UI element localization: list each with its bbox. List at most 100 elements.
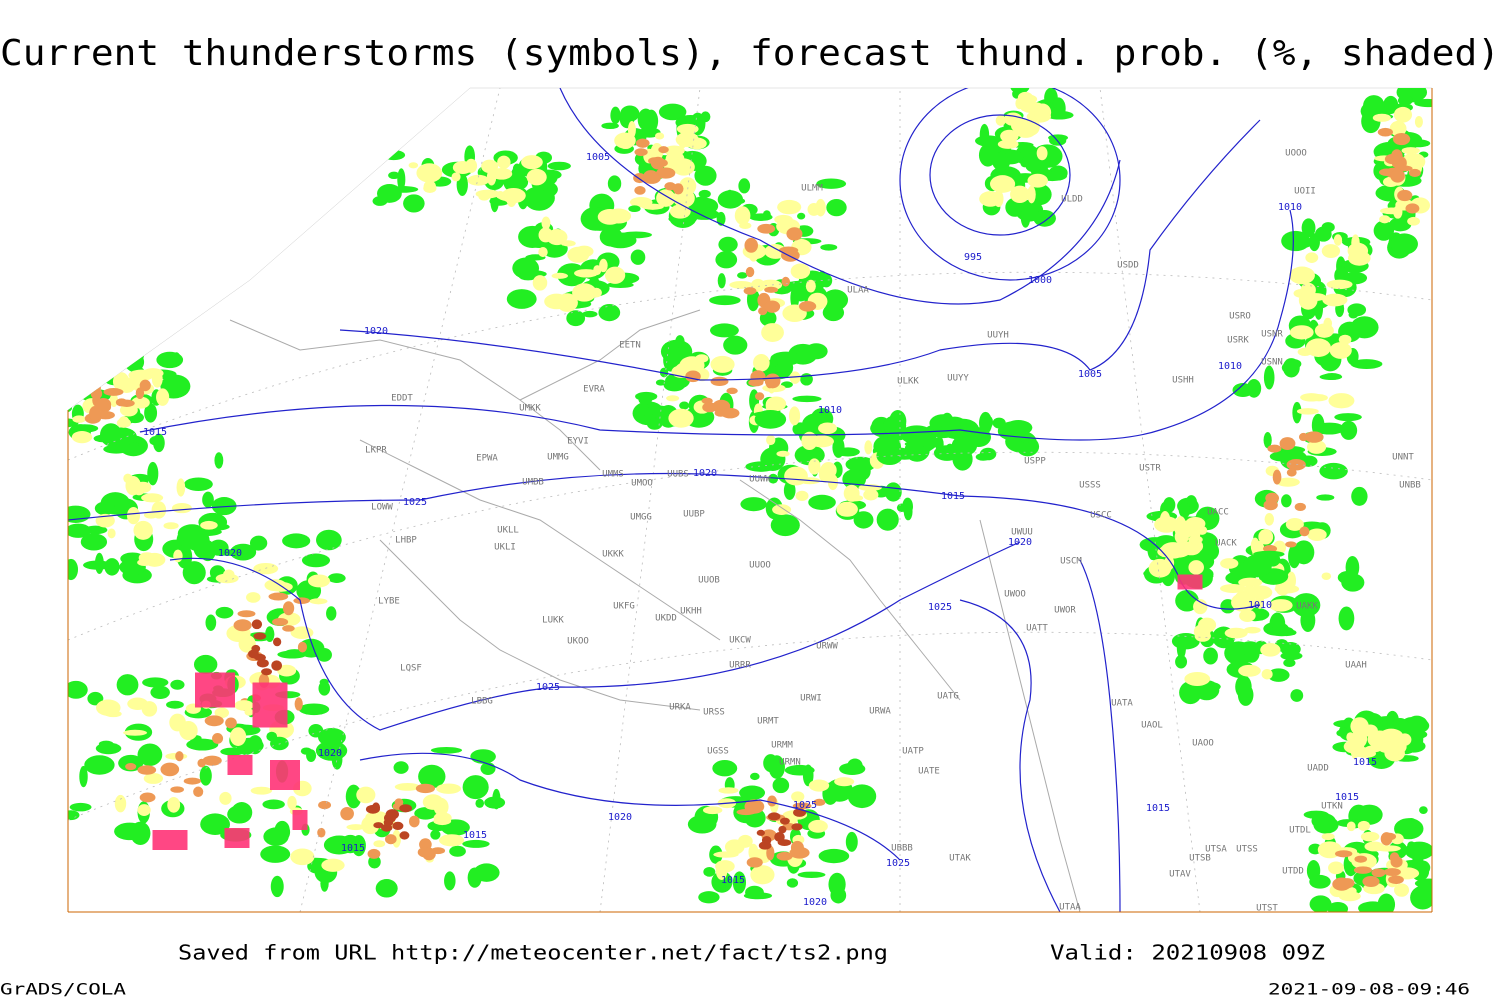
shade-blob xyxy=(1304,431,1324,443)
station-label: UTAK xyxy=(949,854,971,864)
station-label: UAKK xyxy=(1296,602,1318,612)
shade-blob xyxy=(791,823,803,831)
isobar-label: 1020 xyxy=(693,468,717,479)
shade-blob xyxy=(399,804,413,813)
shade-blob xyxy=(290,848,315,866)
shade-blob xyxy=(672,158,695,176)
shade-blob xyxy=(797,212,806,220)
shade-blob xyxy=(815,198,826,217)
shade-blob xyxy=(467,174,490,186)
shade-blob xyxy=(1414,860,1431,875)
shade-blob xyxy=(1334,850,1353,858)
shade-blob xyxy=(326,606,337,621)
station-label: USSS xyxy=(1079,481,1101,491)
shade-blob xyxy=(729,280,754,289)
shade-blob xyxy=(876,446,903,466)
shade-blob xyxy=(1020,158,1029,168)
shade-blob xyxy=(176,544,193,569)
station-label: UKLI xyxy=(494,543,516,553)
shade-blob xyxy=(495,191,505,199)
shade-blob xyxy=(317,827,326,838)
shade-blob xyxy=(1188,560,1204,575)
station-label: USNN xyxy=(1261,358,1283,368)
station-label: UTSS xyxy=(1236,845,1258,855)
shade-blob xyxy=(902,497,913,516)
shade-blob xyxy=(1034,103,1052,122)
storm-symbol xyxy=(227,755,253,775)
shade-blob xyxy=(1283,658,1296,668)
shade-blob xyxy=(647,418,663,430)
shade-blob xyxy=(1239,641,1261,656)
shade-blob xyxy=(709,295,741,306)
shade-blob xyxy=(1407,841,1416,850)
station-label: UUOB xyxy=(698,576,720,586)
shade-blob xyxy=(864,440,873,455)
shade-blob xyxy=(1373,220,1395,241)
shade-blob xyxy=(1159,510,1171,531)
shade-blob xyxy=(71,431,93,444)
shade-blob xyxy=(734,206,751,225)
shade-blob xyxy=(1372,733,1382,750)
shade-blob xyxy=(125,763,137,771)
shade-blob xyxy=(1285,517,1304,531)
shade-blob xyxy=(675,335,685,349)
shade-blob xyxy=(1261,668,1273,680)
shade-blob xyxy=(818,848,850,864)
shade-blob xyxy=(538,247,548,258)
station-label: UOII xyxy=(1294,187,1316,197)
shade-blob xyxy=(282,533,311,549)
shade-blob xyxy=(1345,556,1360,579)
station-label: UWOR xyxy=(1054,606,1076,616)
shade-blob xyxy=(68,505,91,523)
shade-blob xyxy=(688,208,720,220)
shade-blob xyxy=(792,395,822,403)
station-label: UBBB xyxy=(891,844,913,854)
shade-blob xyxy=(83,525,108,535)
station-label: UTST xyxy=(1256,904,1278,914)
shade-blob xyxy=(381,823,393,832)
shade-blob xyxy=(1017,91,1033,104)
shade-blob xyxy=(1267,444,1282,453)
shade-blob xyxy=(781,276,790,287)
shade-blob xyxy=(308,723,324,738)
station-label: LBBG xyxy=(471,697,493,707)
shade-blob xyxy=(716,211,726,226)
shade-blob xyxy=(758,279,783,291)
shade-blob xyxy=(186,738,219,751)
shade-blob xyxy=(790,263,811,279)
shade-blob xyxy=(685,370,701,383)
shade-blob xyxy=(135,387,145,400)
shade-blob xyxy=(1407,216,1420,226)
shade-blob xyxy=(809,435,834,448)
shade-blob xyxy=(282,625,295,632)
shade-blob xyxy=(1346,821,1356,832)
shade-blob xyxy=(1397,189,1413,202)
shade-blob xyxy=(200,520,218,530)
shade-blob xyxy=(1338,334,1352,345)
shade-blob xyxy=(68,523,92,538)
shade-blob xyxy=(1306,440,1327,454)
shade-blob xyxy=(139,379,151,392)
shade-blob xyxy=(668,408,694,428)
shade-blob xyxy=(619,142,632,150)
isobar-label: 1025 xyxy=(403,497,427,508)
shade-blob xyxy=(298,703,330,716)
shade-blob xyxy=(1203,647,1218,665)
shade-blob xyxy=(750,865,775,885)
station-label: UACC xyxy=(1207,508,1229,518)
shade-blob xyxy=(1405,817,1417,830)
shade-blob xyxy=(340,806,354,821)
shade-blob xyxy=(433,812,452,824)
shade-blob xyxy=(116,674,139,696)
shade-blob xyxy=(1238,664,1261,677)
shade-blob xyxy=(68,372,74,394)
shade-blob xyxy=(712,760,738,777)
station-label: UUOO xyxy=(749,561,771,571)
shade-blob xyxy=(1300,393,1323,402)
shade-blob xyxy=(808,494,836,510)
shade-blob xyxy=(261,668,273,676)
shade-blob xyxy=(415,783,435,794)
shade-blob xyxy=(526,168,547,186)
shade-blob xyxy=(1258,529,1274,545)
station-label: UKKK xyxy=(602,550,624,560)
